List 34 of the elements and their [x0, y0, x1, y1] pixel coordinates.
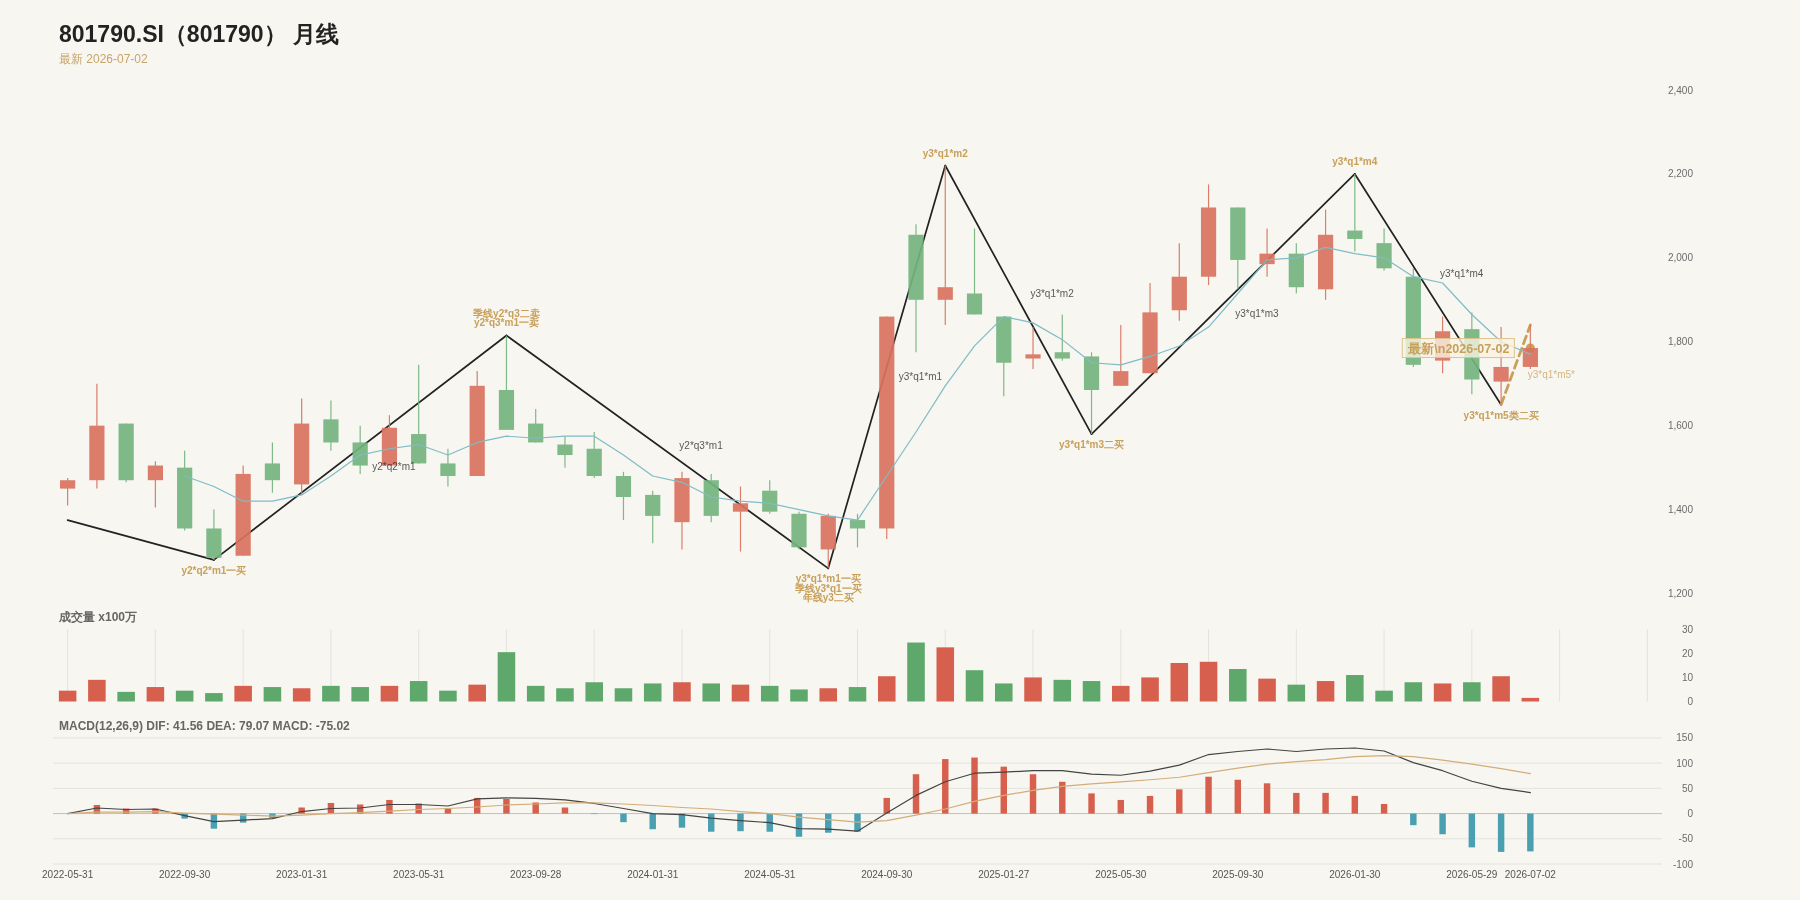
y-tick-label: 1,200	[1667, 588, 1694, 599]
x-tick-label: 2024-05-31	[744, 869, 796, 880]
x-tick-label: 2024-01-31	[627, 869, 679, 880]
y-tick-label: 100	[1676, 757, 1694, 769]
title: 801790.SI（801790） 月线	[59, 21, 339, 47]
y-tick-label: 0	[1687, 696, 1694, 707]
y-tick-label: 10	[1681, 671, 1694, 683]
x-tick-label: 2025-05-30	[1095, 869, 1147, 880]
x-tick-label: 2026-01-30	[1329, 869, 1381, 880]
y-tick-label: 1,400	[1667, 504, 1694, 516]
x-tick-label: 2025-09-30	[1212, 869, 1264, 880]
y-tick-label: 2,400	[1667, 84, 1694, 96]
y-tick-label: 2,200	[1667, 168, 1694, 180]
x-tick-label: 2026-05-29	[1446, 869, 1498, 880]
x-tick-label: 2023-05-31	[393, 869, 445, 880]
x-tick-label: 2023-01-31	[276, 869, 328, 880]
y-tick-label: 30	[1681, 623, 1694, 635]
x-tick-label: 2024-09-30	[861, 869, 913, 880]
subtitle: 最新 2026-07-02	[59, 51, 148, 66]
y-tick-label: 50	[1681, 782, 1694, 794]
y-tick-label: 0	[1687, 808, 1694, 820]
y-tick-label: -100	[1672, 858, 1694, 870]
y-tick-label: 1,800	[1667, 336, 1694, 348]
y-tick-label: 2,000	[1667, 252, 1694, 264]
x-tick-label: 2022-05-31	[42, 869, 94, 880]
y-tick-label: -50	[1678, 833, 1694, 845]
x-tick-label: 2026-07-02	[1504, 869, 1557, 880]
annotation: 最新\n2026-07-02	[1407, 340, 1510, 356]
y-tick-label: 20	[1681, 647, 1694, 659]
y-tick-label: 150	[1676, 732, 1694, 744]
x-tick-label: 2022-09-30	[159, 869, 211, 880]
x-tick-label: 2023-09-28	[510, 869, 562, 880]
x-tick-label: 2025-01-27	[978, 869, 1030, 880]
y-tick-label: 1,600	[1667, 420, 1694, 432]
